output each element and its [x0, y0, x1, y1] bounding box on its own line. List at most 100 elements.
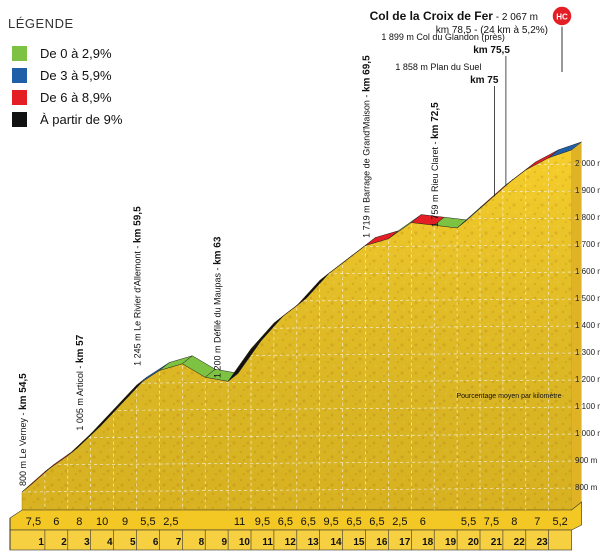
- y-tick-label: 800 m: [575, 483, 598, 492]
- gradient-segment: [548, 141, 582, 158]
- waypoint-name: Le Rivier d'Allemont -: [133, 243, 143, 331]
- gradient-label: 6,5: [278, 516, 293, 528]
- waypoint-label: 1 858 m Plan du Suel: [395, 62, 481, 72]
- km-tick-label: 15: [353, 537, 365, 548]
- gradient-label: 5,2: [553, 516, 568, 528]
- km-tick-label: 22: [514, 537, 526, 548]
- km-tick-label: 3: [84, 537, 90, 548]
- gradient-label: 2,5: [163, 516, 178, 528]
- km-tick-label: 9: [222, 537, 228, 548]
- waypoint-km: km 72,5: [430, 102, 441, 139]
- waypoint-km: km 75,5: [473, 45, 510, 56]
- waypoint: 1 759 m Rieu Claret - km 72,5: [430, 102, 441, 227]
- km-tick-label: 16: [376, 537, 388, 548]
- km-tick-label: 10: [239, 537, 251, 548]
- waypoint-altitude: 1 245 m: [133, 331, 143, 366]
- km-tick-label: 20: [468, 537, 480, 548]
- km-tick-label: 13: [308, 537, 320, 548]
- legend-swatch: [12, 46, 27, 61]
- gradient-label: 7,5: [26, 516, 41, 528]
- waypoint-altitude: 800 m: [18, 458, 28, 486]
- waypoint-label: 1 245 m Le Rivier d'Allemont - km 59,5: [133, 206, 144, 366]
- waypoint-altitude: 1 005 m: [75, 396, 85, 431]
- waypoint-right: 1 858 m Plan du Suel km 75: [395, 62, 499, 197]
- summit-title: Col de la Croix de Fer: [370, 9, 494, 23]
- km-tick-label: 23: [537, 537, 549, 548]
- gradient-label: 7,5: [484, 516, 499, 528]
- waypoint-name: Barrage de Grand'Maison -: [362, 92, 372, 203]
- waypoint-label: 1 719 m Barrage de Grand'Maison - km 69,…: [362, 55, 373, 238]
- gradient-label: 7: [534, 516, 540, 528]
- gradient-label: 9,5: [255, 516, 270, 528]
- y-tick-label: 900 m: [575, 456, 598, 465]
- km-tick-label: 18: [422, 537, 434, 548]
- y-tick-label: 1 500 m: [575, 294, 600, 303]
- gradient-label: 6,5: [301, 516, 316, 528]
- legend-label: De 0 à 2,9%: [40, 46, 112, 61]
- gradient-label: 5,5: [140, 516, 155, 528]
- gradient-label: 6,5: [346, 516, 361, 528]
- gradient-label: 5,5: [461, 516, 476, 528]
- y-tick-label: 1 900 m: [575, 186, 600, 195]
- average-gradient-note: Pourcentage moyen par kilomètre: [456, 393, 561, 400]
- legend-title: LÉGENDE: [8, 16, 74, 31]
- km-tick-label: 7: [176, 537, 182, 548]
- waypoint-label: 1 899 m Col du Glandon (près): [381, 32, 505, 42]
- y-tick-label: 1 600 m: [575, 267, 600, 276]
- waypoint-km: km 63: [213, 236, 224, 265]
- waypoint-altitude: 1 759 m: [430, 192, 440, 227]
- waypoint-label: 800 m Le Verney - km 54,5: [18, 373, 29, 486]
- summit-title-line: Col de la Croix de Fer - 2 067 m: [370, 9, 538, 23]
- gradient-label: 2,5: [392, 516, 407, 528]
- km-tick-label: 4: [107, 537, 113, 548]
- waypoint-label: 1 200 m Défilé du Maupas - km 63: [213, 236, 224, 378]
- legend-label: À partir de 9%: [40, 112, 123, 127]
- legend-swatch: [12, 112, 27, 127]
- y-tick-label: 1 100 m: [575, 402, 600, 411]
- waypoint-label: 1 005 m Articol - km 57: [75, 334, 86, 430]
- waypoint-name: Le Verney -: [18, 410, 28, 459]
- km-tick-label: 2: [61, 537, 67, 548]
- km-tick-label: 11: [262, 537, 273, 548]
- y-tick-label: 1 000 m: [575, 429, 600, 438]
- km-tick-label: 5: [130, 537, 136, 548]
- km-tick-label: 19: [445, 537, 457, 548]
- waypoint: 1 005 m Articol - km 57: [75, 334, 86, 430]
- hc-label: HC: [556, 13, 568, 22]
- waypoint-name: Rieu Claret -: [430, 139, 440, 192]
- summit-details: km 78,5 - (24 km à 5,2%): [436, 25, 548, 36]
- km-tick-label: 1: [38, 537, 44, 548]
- gradient-label: 8: [511, 516, 517, 528]
- km-tick-label: 21: [491, 537, 503, 548]
- legend: LÉGENDE De 0 à 2,9% De 3 à 5,9% De 6 à 8,9…: [8, 16, 123, 127]
- waypoint-name: Articol -: [75, 363, 85, 396]
- legend-swatch: [12, 68, 27, 83]
- waypoint-label: 1 759 m Rieu Claret - km 72,5: [430, 102, 441, 227]
- terrain-shade: [22, 149, 572, 510]
- gradient-label: 11: [234, 516, 245, 528]
- gradient-label: 6: [53, 516, 59, 528]
- legend-label: De 6 à 8,9%: [40, 90, 112, 105]
- gradient-label: 9,5: [324, 516, 339, 528]
- km-tick-label: 14: [330, 537, 342, 548]
- waypoint-altitude: 1 200 m: [213, 343, 223, 378]
- gradient-label: 6: [420, 516, 426, 528]
- waypoint: 1 719 m Barrage de Grand'Maison - km 69,…: [362, 55, 373, 238]
- y-tick-label: 1 400 m: [575, 321, 600, 330]
- legend-label: De 3 à 5,9%: [40, 68, 112, 83]
- summit-altitude: - 2 067 m: [493, 12, 538, 23]
- waypoint-name: Défilé du Maupas -: [213, 265, 223, 343]
- waypoint-altitude: 1 719 m: [362, 203, 372, 238]
- waypoint-right: 1 899 m Col du Glandon (près) km 75,5: [381, 32, 510, 186]
- waypoint: 1 245 m Le Rivier d'Allemont - km 59,5: [133, 206, 144, 366]
- legend-swatch: [12, 90, 27, 105]
- y-tick-label: 1 200 m: [575, 375, 600, 384]
- waypoint-km: km 59,5: [133, 206, 144, 243]
- waypoint-km: km 75: [470, 75, 499, 86]
- gridline-h: [21, 163, 582, 169]
- y-tick-label: 1 800 m: [575, 213, 600, 222]
- gradient-label: 8: [76, 516, 82, 528]
- waypoint-km: km 69,5: [362, 55, 373, 92]
- waypoint: 800 m Le Verney - km 54,5: [18, 373, 29, 486]
